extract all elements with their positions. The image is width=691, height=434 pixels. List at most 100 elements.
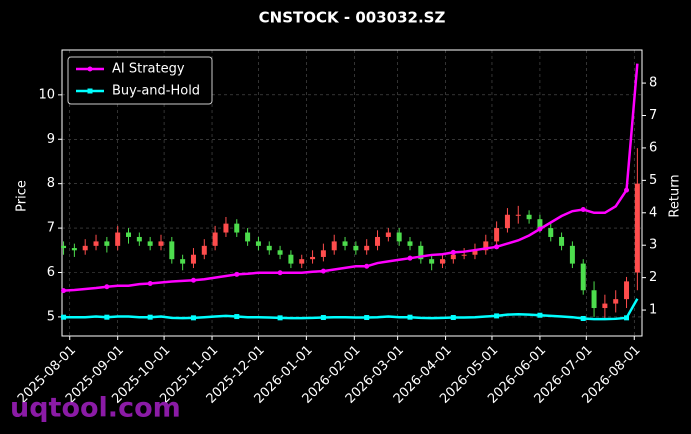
candle-body [277,250,283,255]
candle [255,236,261,251]
candle-body [461,254,467,256]
candle [136,232,142,246]
candle-body [158,241,164,246]
candle [494,221,500,246]
y-tick-label: 10 [38,87,55,102]
candle [624,276,630,309]
y2-axis-label: Return [668,174,683,217]
series-marker [234,314,240,320]
candle [234,219,240,237]
candle [310,250,316,264]
candle-body [71,248,77,251]
candle-body [569,245,575,264]
series-marker [580,315,586,321]
candle [320,243,326,262]
candle-body [169,241,175,260]
watermark: uqtool.com [10,393,181,424]
candle [439,254,445,269]
series-marker [494,313,500,319]
candle-body [418,245,424,260]
candle [126,228,132,244]
candle-body [126,232,132,237]
legend-marker [87,66,93,72]
y2-tick-label: 1 [649,303,657,318]
candle-body [580,263,586,291]
candle-body [353,245,359,251]
candle-body [472,250,478,255]
candle [277,245,283,260]
candle [461,248,467,260]
candle-body [559,236,565,246]
candle [548,223,554,242]
candle [613,290,619,313]
candle-body [537,219,543,229]
series-marker [320,268,326,274]
legend-marker [87,88,93,94]
candle [245,228,251,246]
series-marker [190,277,196,283]
y2-tick-label: 3 [649,238,657,253]
series-marker [277,315,283,321]
y2-tick-label: 5 [649,173,657,188]
candle [331,234,337,255]
legend-label: Buy-and-Hold [112,84,200,99]
candle [375,230,381,251]
candle [515,205,521,224]
series-marker [407,314,413,320]
candle-body [147,241,153,246]
candle [429,254,435,271]
series-marker [104,284,110,290]
y2-tick-label: 7 [649,108,657,123]
candle-body [201,245,207,255]
candle [158,234,164,251]
candle [472,243,478,260]
candle-body [591,290,597,309]
candle [180,254,186,271]
series-marker [537,312,543,318]
series-marker [537,226,543,232]
candle [288,250,294,269]
candle-body [602,303,608,309]
candle-body [450,254,456,260]
candle-body [407,241,413,246]
candle [223,216,229,237]
candle [526,210,532,224]
candle-body [515,214,521,216]
candle-body [82,245,88,251]
candle-body [364,245,370,251]
candle-body [266,245,272,251]
candle [602,294,608,320]
candle [591,281,597,317]
candle [396,228,402,246]
candle-body [93,241,99,246]
candle [266,241,272,255]
candle-body [548,228,554,237]
series-marker [450,315,456,321]
candle-body [61,245,67,249]
candle-body [613,299,619,304]
candle [61,241,67,255]
series-marker [147,314,153,320]
candle [559,232,565,251]
candle-body [299,259,305,264]
candle [580,259,586,295]
y2-tick-label: 2 [649,270,657,285]
candle [385,228,391,242]
candle-body [504,214,510,229]
series-marker [234,271,240,277]
chart-title: CNSTOCK - 003032.SZ [259,9,446,27]
candle-body [342,241,348,246]
candle [418,241,424,264]
series-marker [580,207,586,213]
candle-body [310,256,316,260]
series-marker [147,280,153,286]
y-tick-label: 7 [47,221,55,236]
series-marker [624,315,630,321]
candle-body [104,241,110,246]
series-marker [61,314,67,320]
series-marker [320,315,326,321]
candle-body [223,223,229,233]
candle [483,234,489,255]
series-marker [407,255,413,261]
candle [93,234,99,251]
